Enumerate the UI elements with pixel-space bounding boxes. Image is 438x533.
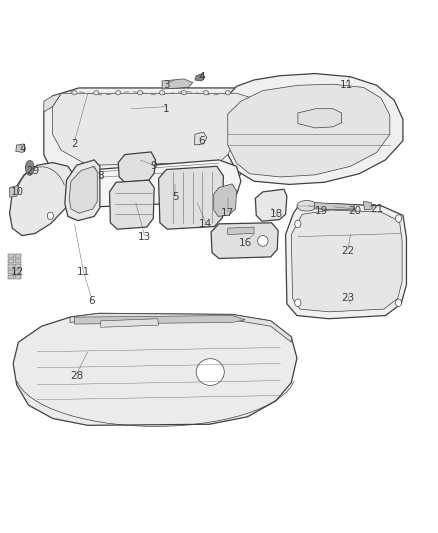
Polygon shape [10, 185, 19, 197]
Polygon shape [8, 275, 14, 279]
Polygon shape [211, 223, 278, 259]
Text: 6: 6 [198, 136, 205, 146]
Polygon shape [61, 160, 241, 207]
Polygon shape [110, 180, 154, 229]
Polygon shape [15, 259, 21, 263]
Ellipse shape [159, 91, 165, 95]
Polygon shape [129, 102, 140, 112]
Polygon shape [74, 316, 245, 324]
Ellipse shape [295, 299, 301, 306]
Polygon shape [44, 93, 61, 112]
Ellipse shape [94, 91, 99, 95]
Polygon shape [104, 102, 116, 112]
Polygon shape [141, 102, 153, 112]
Text: 18: 18 [269, 209, 283, 219]
Ellipse shape [396, 299, 402, 306]
Text: 14: 14 [199, 219, 212, 229]
Polygon shape [286, 204, 406, 319]
Polygon shape [117, 102, 128, 112]
Polygon shape [13, 313, 297, 425]
Ellipse shape [196, 359, 224, 385]
Text: 9: 9 [150, 161, 157, 171]
Text: 19: 19 [315, 206, 328, 215]
Polygon shape [214, 184, 237, 216]
Polygon shape [364, 201, 372, 210]
Polygon shape [92, 102, 103, 112]
Text: 21: 21 [370, 204, 383, 214]
Text: 10: 10 [11, 187, 24, 197]
Ellipse shape [25, 160, 34, 175]
Polygon shape [67, 102, 78, 112]
Polygon shape [10, 163, 74, 236]
Ellipse shape [258, 236, 268, 246]
Text: 3: 3 [163, 80, 170, 90]
Ellipse shape [297, 200, 316, 211]
Polygon shape [228, 227, 254, 235]
Text: 6: 6 [88, 296, 95, 306]
Text: 5: 5 [172, 192, 179, 202]
Polygon shape [101, 319, 159, 327]
Polygon shape [64, 100, 195, 115]
Polygon shape [159, 166, 223, 229]
Text: 17: 17 [221, 208, 234, 218]
Polygon shape [195, 74, 205, 81]
Ellipse shape [181, 91, 187, 95]
Polygon shape [16, 144, 25, 152]
Polygon shape [8, 259, 14, 263]
Polygon shape [154, 102, 165, 112]
Ellipse shape [138, 91, 143, 95]
Polygon shape [15, 264, 21, 269]
Polygon shape [8, 264, 14, 269]
Text: 12: 12 [11, 267, 24, 277]
Text: 28: 28 [70, 371, 83, 381]
Polygon shape [118, 152, 155, 182]
Polygon shape [15, 254, 21, 258]
Text: 11: 11 [77, 267, 90, 277]
Text: 1: 1 [163, 104, 170, 114]
Text: 23: 23 [342, 294, 355, 303]
Polygon shape [8, 254, 14, 258]
Polygon shape [228, 84, 390, 177]
Polygon shape [166, 102, 178, 112]
Polygon shape [53, 93, 263, 165]
Polygon shape [44, 88, 272, 197]
Text: 22: 22 [342, 246, 355, 255]
Polygon shape [15, 275, 21, 279]
Polygon shape [291, 210, 402, 312]
Text: 29: 29 [26, 166, 39, 175]
Ellipse shape [203, 91, 208, 95]
Polygon shape [179, 102, 190, 112]
Polygon shape [8, 270, 14, 274]
Text: 11: 11 [339, 80, 353, 90]
Polygon shape [314, 203, 355, 210]
Polygon shape [15, 270, 21, 274]
Text: 4: 4 [198, 72, 205, 82]
Polygon shape [79, 102, 91, 112]
Ellipse shape [47, 212, 53, 220]
Polygon shape [162, 79, 193, 89]
Text: 16: 16 [239, 238, 252, 247]
Ellipse shape [116, 91, 121, 95]
Text: 20: 20 [348, 206, 361, 215]
Text: 13: 13 [138, 232, 151, 242]
Ellipse shape [225, 91, 230, 95]
Polygon shape [255, 189, 287, 221]
Ellipse shape [72, 91, 77, 95]
Text: 2: 2 [71, 139, 78, 149]
Text: 8: 8 [97, 171, 104, 181]
Ellipse shape [295, 220, 301, 228]
Polygon shape [194, 132, 207, 145]
Ellipse shape [396, 215, 402, 222]
Polygon shape [65, 160, 100, 221]
Text: 4: 4 [19, 144, 26, 154]
Polygon shape [298, 109, 342, 128]
Polygon shape [70, 313, 291, 342]
Polygon shape [69, 166, 97, 213]
Polygon shape [219, 74, 403, 184]
